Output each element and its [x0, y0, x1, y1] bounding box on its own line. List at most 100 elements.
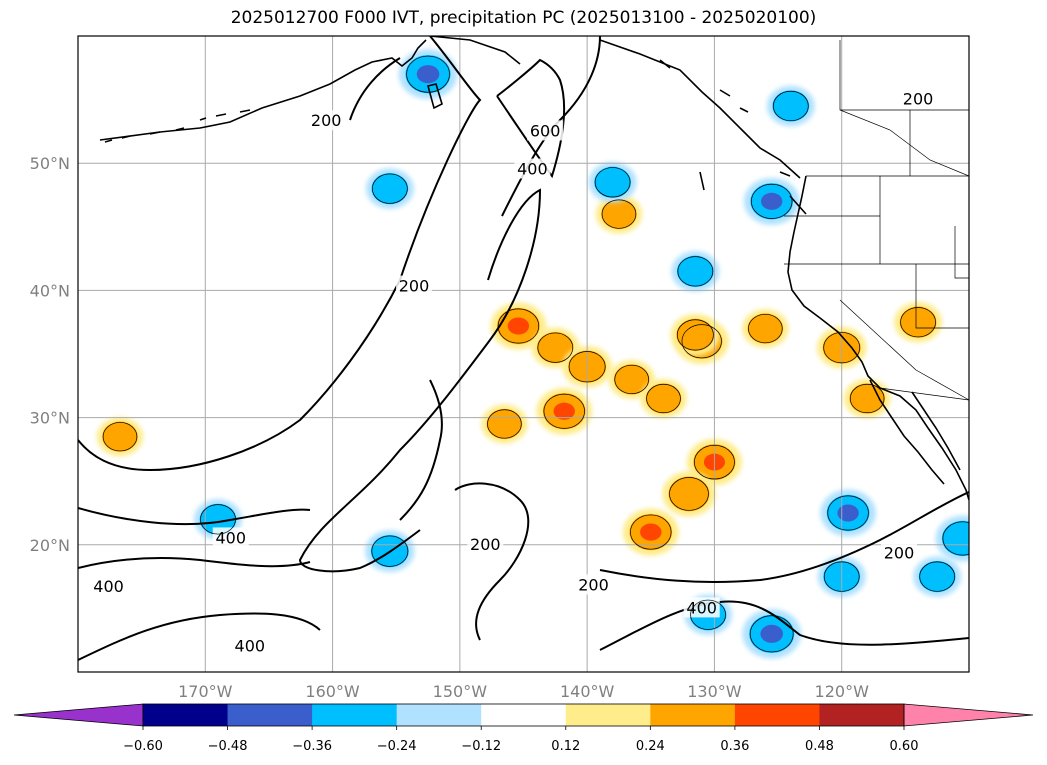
colorbar-frame [142, 703, 905, 727]
anomaly-outline [681, 324, 722, 359]
anomaly-core [613, 364, 650, 395]
negative-anomaly [743, 177, 800, 225]
anomaly-peak [553, 402, 575, 420]
contour-label: 200 [578, 576, 609, 595]
contour-label: 400 [93, 577, 124, 596]
colorbar-segment [312, 704, 398, 726]
anomaly-outline [497, 308, 540, 344]
colorbar-segment [227, 704, 313, 726]
positive-anomaly [481, 404, 528, 444]
colorbar-tick-label: 0.24 [636, 739, 665, 754]
contour-label: 200 [903, 90, 934, 109]
lon-tick-label: 140°W [560, 682, 615, 701]
contour-label-bg [900, 88, 937, 109]
colorbar-tick-label: −0.36 [292, 739, 332, 754]
contour-200-mid [399, 379, 530, 641]
anomaly-core [536, 332, 574, 364]
positive-anomaly [490, 302, 547, 350]
lat-tick-label: 50°N [30, 154, 70, 173]
anomaly-core [918, 560, 956, 593]
lon-tick-label: 120°W [815, 682, 870, 701]
colorbar-segment [650, 704, 736, 726]
anomaly-core [601, 198, 637, 230]
anomaly-outline [749, 615, 794, 653]
anomaly-outline [601, 199, 637, 229]
contour-label-bg [880, 542, 917, 563]
contour-label-bg [212, 527, 249, 548]
contour-label: 600 [530, 121, 561, 140]
anomaly-core [199, 503, 237, 535]
colorbar-tick-label: 0.12 [551, 739, 580, 754]
plot-area: 200 600 400 200 200 400 400 400 200 200 400 200 [78, 36, 969, 672]
contour-label: 400 [235, 637, 266, 656]
anomaly-outline [827, 495, 869, 531]
colorbar-tick-labels: −0.60 −0.48 −0.36 −0.24 −0.12 0.12 0.24 0.36 0.4… [123, 726, 918, 754]
anomaly-outline [102, 422, 138, 452]
anomaly-peak [416, 65, 440, 84]
positive-anomaly [662, 471, 716, 517]
positive-anomaly [742, 308, 789, 349]
alaska-canada-border [839, 40, 969, 177]
anomaly-outline [594, 167, 631, 198]
anomaly-outline [487, 409, 522, 439]
contour-label: 200 [884, 544, 915, 563]
anomaly-outline [942, 521, 969, 556]
anomaly-peak [760, 624, 784, 643]
mexico-us-border [879, 387, 969, 401]
positive-anomaly [622, 508, 679, 556]
colorbar-extend-min [13, 703, 144, 727]
canada-provinces [840, 109, 969, 176]
negative-anomaly [935, 515, 969, 562]
anomaly-core [747, 313, 784, 344]
anomaly-core [645, 383, 682, 414]
aleutian-islands [104, 109, 251, 143]
colorbar-segment [734, 704, 820, 726]
anomaly-outline [823, 332, 861, 364]
negative-anomaly [398, 49, 458, 100]
anomaly-outline [849, 383, 885, 414]
anomaly-core [772, 90, 810, 122]
anomaly-outline [690, 599, 726, 630]
contour-200-north [78, 36, 482, 472]
anomaly-outline [371, 535, 409, 567]
anomaly-outline [900, 307, 936, 338]
anomaly-outlines [102, 55, 969, 653]
anomaly-core [486, 408, 523, 440]
negative-anomaly [742, 608, 802, 659]
anomaly-outline [694, 444, 735, 480]
longitude-tick-labels: 170°W 160°W 150°W 140°W 130°W 120°W [178, 682, 869, 701]
positive-anomaly [96, 417, 144, 457]
anomaly-outline [646, 383, 681, 414]
contour-label-bg [467, 533, 504, 554]
lon-tick-label: 130°W [687, 682, 742, 701]
colorbar-tick-label: −0.24 [377, 739, 417, 754]
map-frame [77, 35, 970, 673]
kodiak-island [427, 83, 443, 110]
negative-anomaly [913, 556, 962, 597]
anomaly-peak [952, 530, 969, 547]
contour-label-bg [683, 597, 720, 618]
anomaly-outline [372, 173, 408, 204]
contour-label-bg [396, 275, 433, 296]
lat-tick-label: 40°N [30, 281, 70, 300]
lat-tick-label: 30°N [30, 409, 70, 428]
anomaly-outline [823, 561, 860, 592]
contour-400-south [78, 507, 321, 661]
chart-title: 2025012700 F000 IVT, precipitation PC (2… [230, 8, 817, 28]
anomaly-core [371, 173, 409, 205]
alaska-coastline [99, 36, 801, 179]
positive-anomaly [670, 314, 721, 356]
anomaly-peak [837, 504, 859, 522]
negative-anomaly [820, 489, 876, 537]
lon-tick-label: 160°W [305, 682, 360, 701]
contour-600-jet [501, 36, 601, 217]
negative-anomaly [671, 251, 720, 292]
negative-anomaly [766, 85, 815, 127]
positive-anomaly [844, 378, 891, 419]
contour-200-inner [298, 188, 542, 573]
colorbar [13, 703, 1034, 727]
positive-anomaly [595, 194, 643, 234]
north-america-west-coast [787, 175, 969, 501]
contour-label-bg [90, 575, 127, 596]
anomaly-core [594, 166, 631, 198]
